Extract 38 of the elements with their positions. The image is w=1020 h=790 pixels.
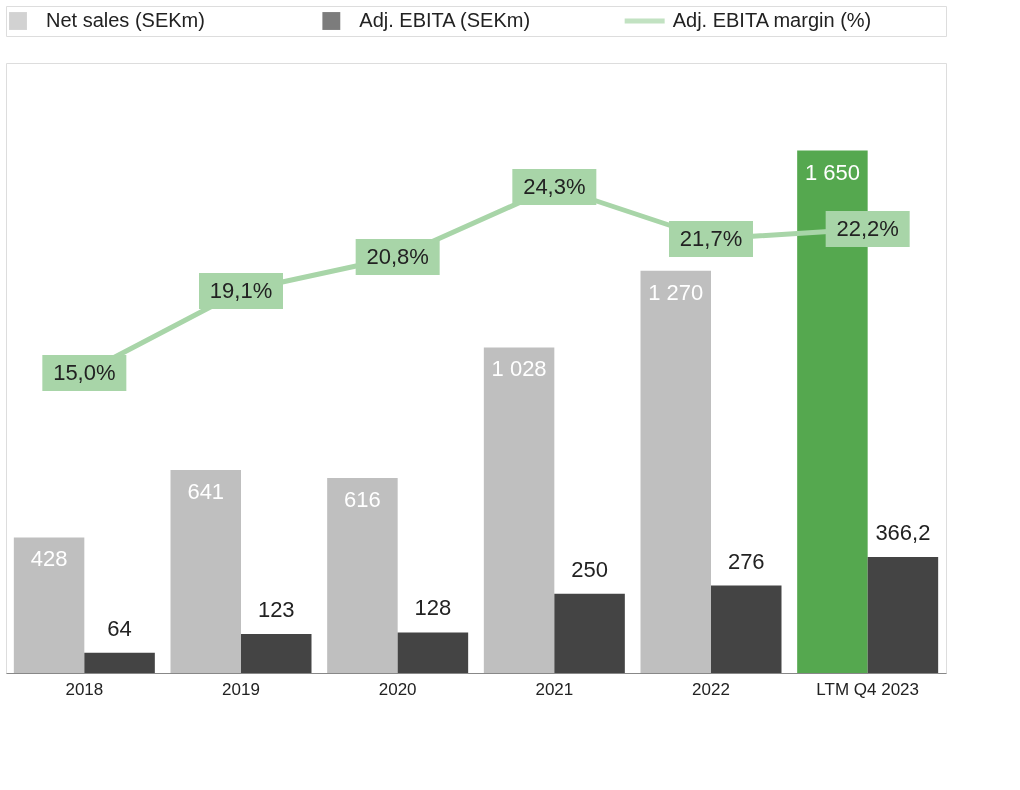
x-tick-label: 2019 [222,679,260,699]
data-label: 616 [344,486,381,512]
data-label: 22,2% [836,216,899,241]
data-label: 128 [414,595,452,621]
data-label: 1 650 [804,159,860,185]
bar [170,470,241,673]
data-label: 123 [257,597,295,623]
data-label: 276 [727,548,765,574]
bar [711,585,782,673]
bar [13,537,85,673]
bar [84,652,155,673]
data-label: 21,7% [679,226,743,251]
data-label: 64 [107,615,132,641]
data-label: 1 028 [491,356,547,382]
x-tick-label: 2018 [65,679,104,699]
legend-label: Adj. EBITA (SEKm) [359,9,531,31]
legend-label: Adj. EBITA margin (%) [672,9,872,31]
x-tick-label: 2021 [535,679,574,699]
bar [241,634,312,673]
x-tick-label: 2022 [692,679,730,699]
legend-label: Net sales (SEKm) [46,9,205,31]
data-label: 24,3% [523,174,586,199]
data-label: 20,8% [366,244,429,269]
data-label: 1 270 [648,279,704,305]
x-tick-label: 2020 [378,679,417,699]
bar [640,270,711,673]
bar [867,557,939,673]
bar [397,632,469,673]
data-label: 19,1% [209,278,273,303]
data-label: 428 [30,546,68,572]
data-label: 15,0% [53,360,116,385]
data-label: 366,2 [875,520,931,546]
bar [327,477,398,673]
x-tick-label: LTM Q4 2023 [816,679,920,699]
data-label: 641 [187,479,225,505]
bar [554,593,625,673]
data-label: 250 [571,556,608,582]
bar [483,347,555,673]
